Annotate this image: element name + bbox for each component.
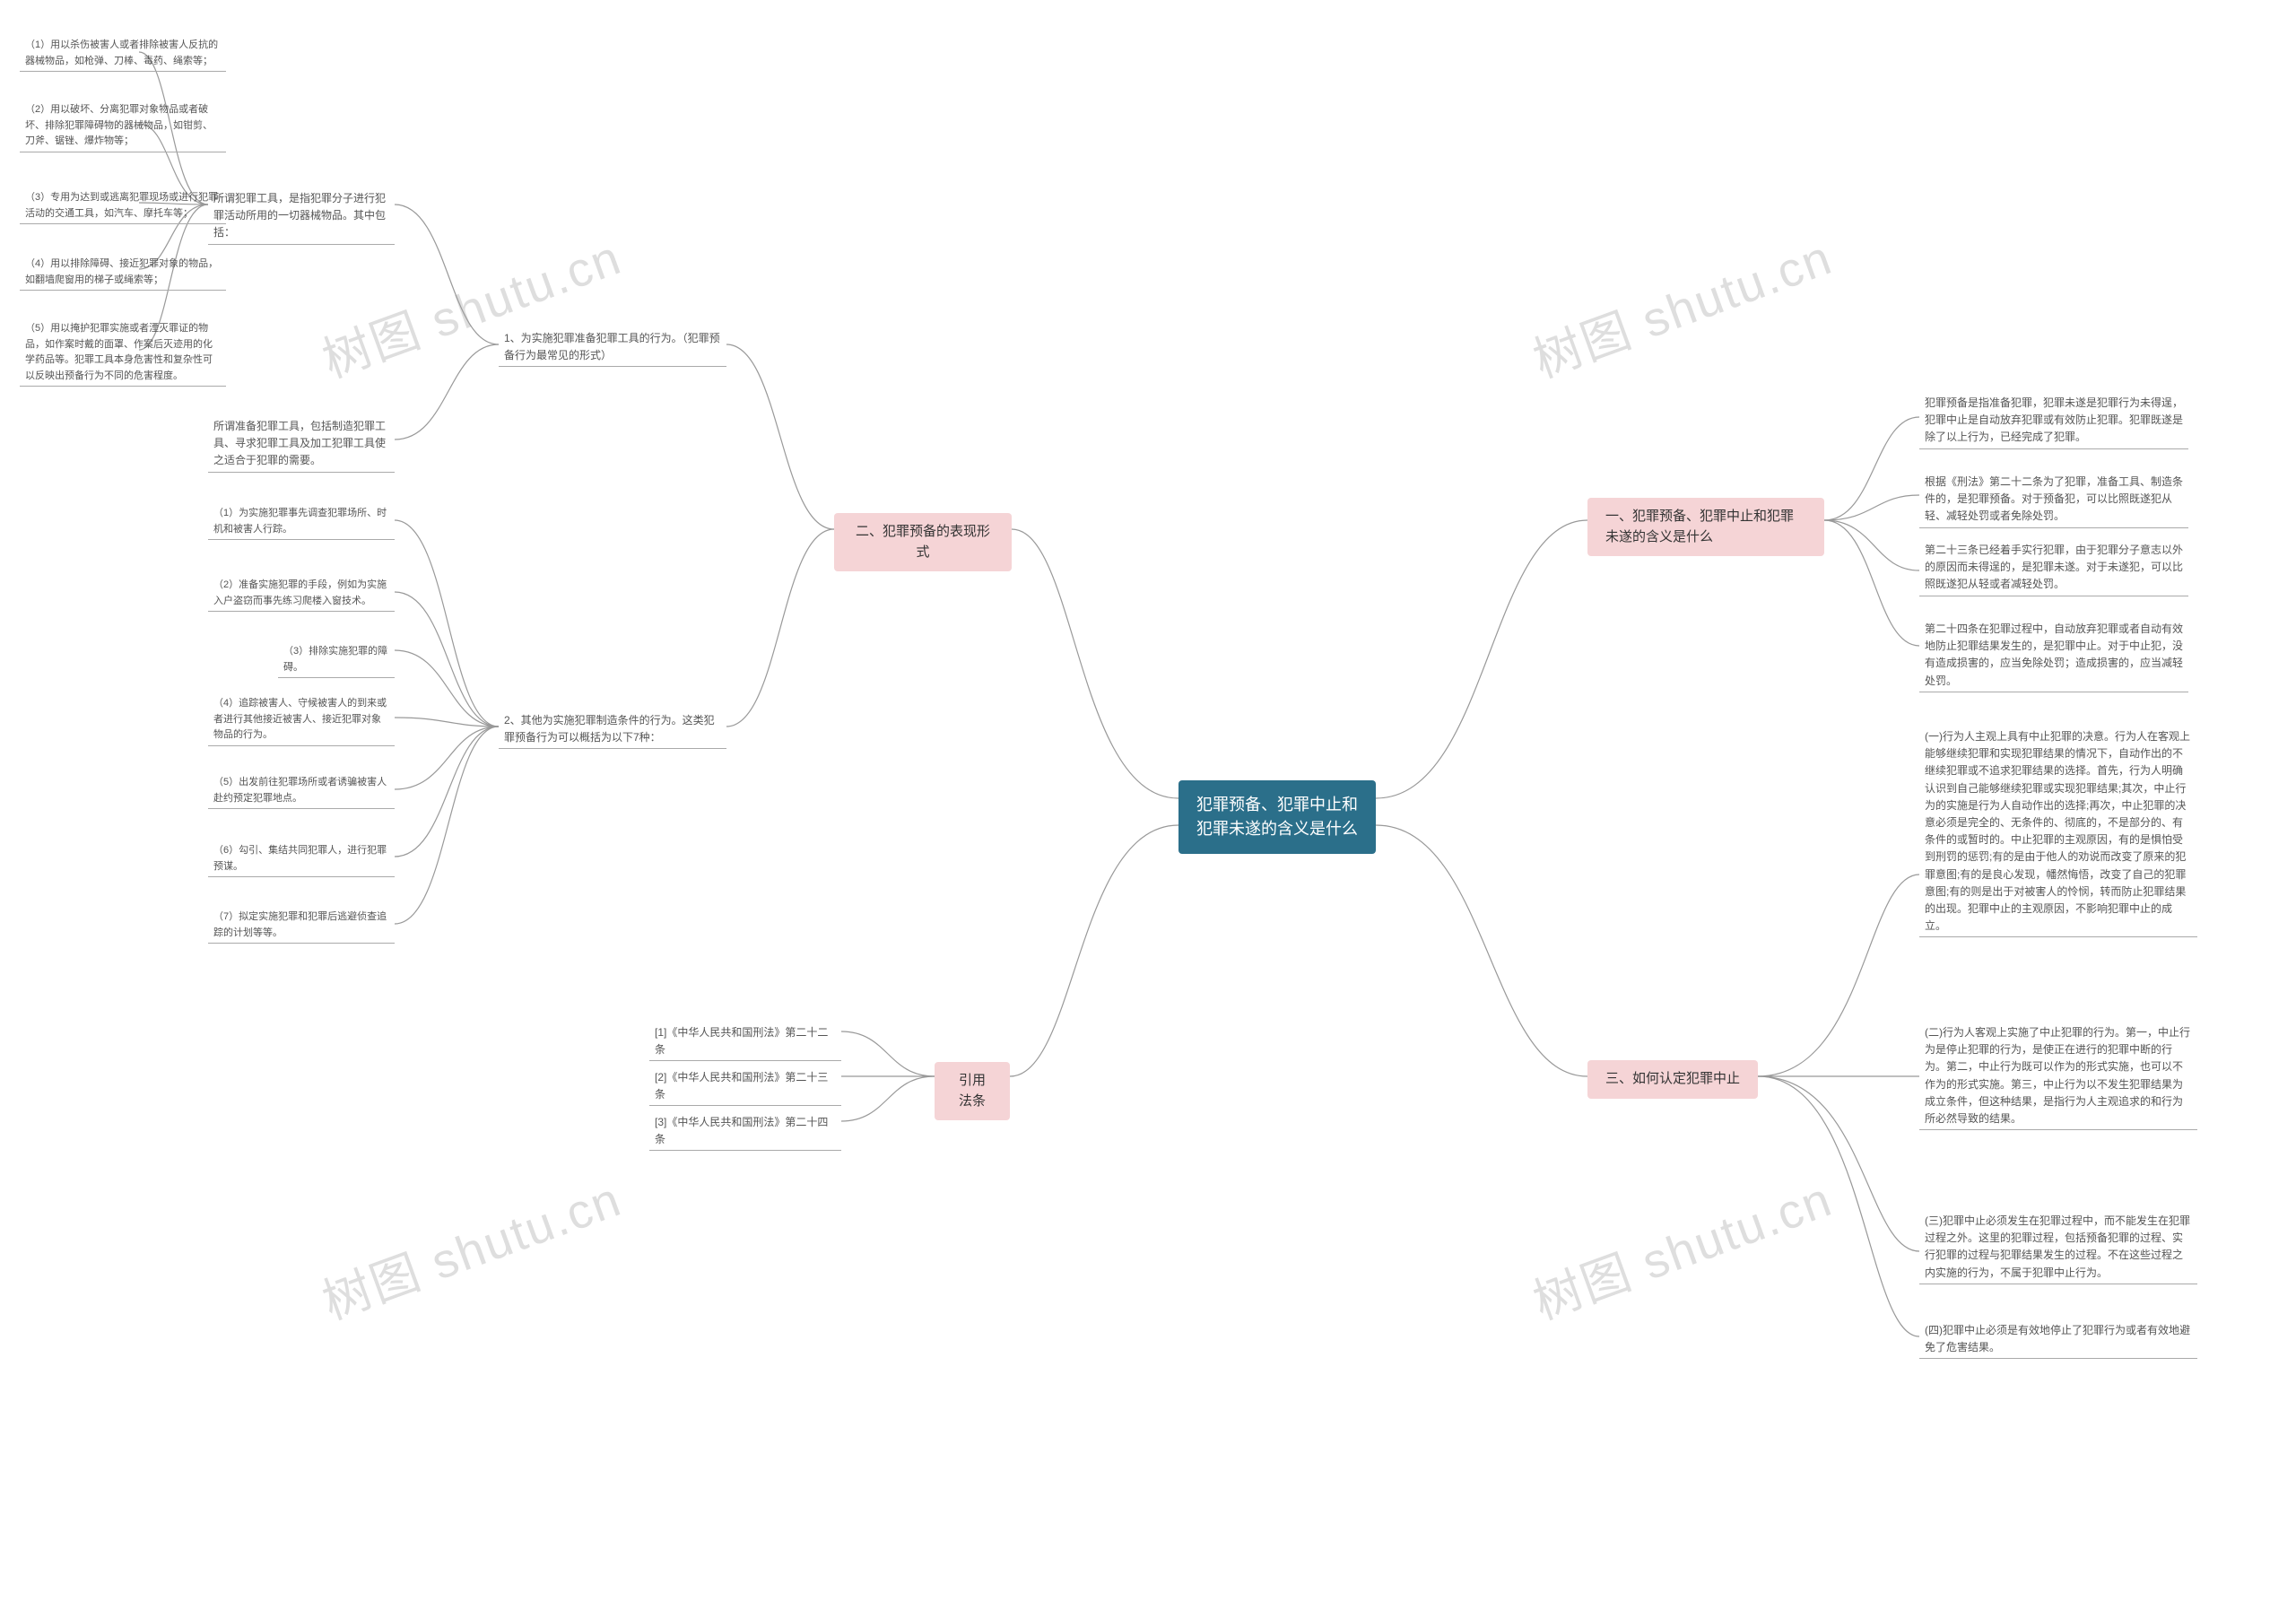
sub-node: 2、其他为实施犯罪制造条件的行为。这类犯罪预备行为可以概括为以下7种： [499,710,726,749]
leaf: （5）出发前往犯罪场所或者诱骗被害人赴约预定犯罪地点。 [208,773,395,809]
leaf: （4）追踪被害人、守候被害人的到来或者进行其他接近被害人、接近犯罪对象物品的行为… [208,694,395,746]
sub-node: 1、为实施犯罪准备犯罪工具的行为。（犯罪预备行为最常见的形式） [499,328,726,367]
leaf: （2）用以破坏、分离犯罪对象物品或者破坏、排除犯罪障碍物的器械物品，如钳剪、刀斧… [20,100,226,152]
leaf: （1）为实施犯罪事先调查犯罪场所、时机和被害人行踪。 [208,504,395,540]
leaf: [1]《中华人民共和国刑法》第二十二条 [649,1023,841,1061]
leaf: （1）用以杀伤被害人或者排除被害人反抗的器械物品，如枪弹、刀棒、毒药、绳索等； [20,36,226,72]
branch-left-2[interactable]: 二、犯罪预备的表现形式 [834,513,1012,571]
branch-right-3[interactable]: 三、如何认定犯罪中止 [1587,1060,1758,1099]
leaf: （7）拟定实施犯罪和犯罪后逃避侦查追踪的计划等等。 [208,908,395,944]
leaf: （4）用以排除障碍、接近犯罪对象的物品，如翻墙爬窗用的梯子或绳索等； [20,255,226,291]
leaf: 第二十四条在犯罪过程中，自动放弃犯罪或者自动有效地防止犯罪结果发生的，是犯罪中止… [1919,619,2188,692]
branch-left-cite[interactable]: 引用法条 [935,1062,1010,1120]
leaf: （5）用以掩护犯罪实施或者湮灭罪证的物品，如作案时戴的面罩、作案后灭迹用的化学药… [20,319,226,387]
leaf: (二)行为人客观上实施了中止犯罪的行为。第一，中止行为是停止犯罪的行为，是使正在… [1919,1023,2197,1130]
leaf: （3）排除实施犯罪的障碍。 [278,642,395,678]
watermark: 树图 shutu.cn [1522,1160,1840,1334]
sub-node: 所谓准备犯罪工具，包括制造犯罪工具、寻求犯罪工具及加工犯罪工具使之适合于犯罪的需… [208,416,395,473]
branch-right-1[interactable]: 一、犯罪预备、犯罪中止和犯罪未遂的含义是什么 [1587,498,1824,556]
leaf: [2]《中华人民共和国刑法》第二十三条 [649,1067,841,1106]
leaf: (一)行为人主观上具有中止犯罪的决意。行为人在客观上能够继续犯罪和实现犯罪结果的… [1919,727,2197,937]
leaf: （3）专用为达到或逃离犯罪现场或进行犯罪活动的交通工具，如汽车、摩托车等； [20,188,226,224]
leaf: 根据《刑法》第二十二条为了犯罪，准备工具、制造条件的，是犯罪预备。对于预备犯，可… [1919,472,2188,528]
leaf: [3]《中华人民共和国刑法》第二十四条 [649,1112,841,1151]
leaf: 犯罪预备是指准备犯罪，犯罪未遂是犯罪行为未得逞，犯罪中止是自动放弃犯罪或有效防止… [1919,393,2188,449]
sub-node: 所谓犯罪工具，是指犯罪分子进行犯罪活动所用的一切器械物品。其中包括： [208,188,395,245]
watermark: 树图 shutu.cn [1522,218,1840,392]
leaf: （2）准备实施犯罪的手段，例如为实施入户盗窃而事先练习爬楼入窗技术。 [208,576,395,612]
leaf: 第二十三条已经着手实行犯罪，由于犯罪分子意志以外的原因而未得逞的，是犯罪未遂。对… [1919,540,2188,596]
leaf: （6）勾引、集结共同犯罪人，进行犯罪预谋。 [208,841,395,877]
leaf: (三)犯罪中止必须发生在犯罪过程中，而不能发生在犯罪过程之外。这里的犯罪过程，包… [1919,1211,2197,1284]
leaf: (四)犯罪中止必须是有效地停止了犯罪行为或者有效地避免了危害结果。 [1919,1320,2197,1359]
root-node[interactable]: 犯罪预备、犯罪中止和犯罪未遂的含义是什么 [1178,780,1376,854]
watermark: 树图 shutu.cn [311,1160,630,1334]
